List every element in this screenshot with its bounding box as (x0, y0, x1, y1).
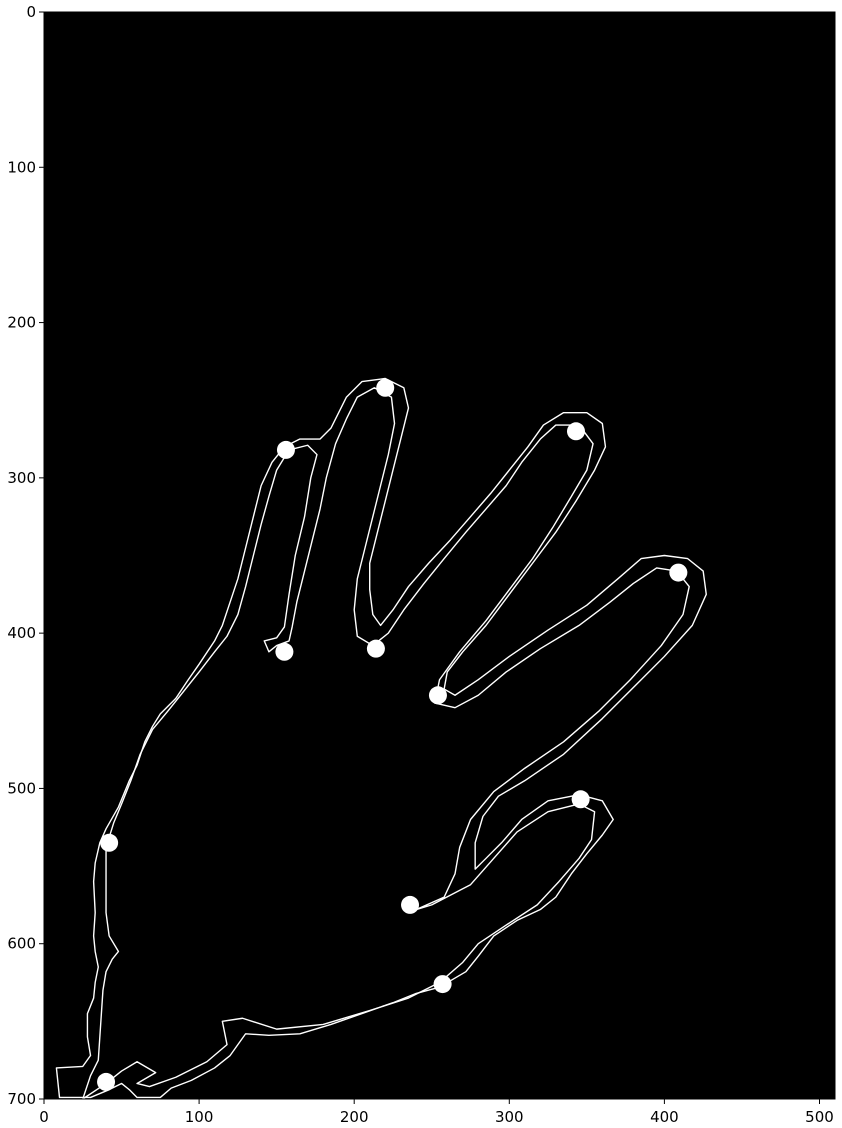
keypoint-marker-12 (97, 1072, 116, 1091)
x-tick-label: 300 (495, 1108, 524, 1126)
outer-hand-contour (55, 377, 707, 1099)
x-tick-label: 500 (805, 1108, 834, 1126)
y-tick-label: 0 (26, 3, 36, 21)
x-tick-label: 400 (650, 1108, 679, 1126)
y-tick-label: 500 (7, 779, 36, 797)
keypoint-marker-3 (566, 422, 585, 441)
y-tick-label: 400 (7, 624, 36, 642)
y-tick-label: 700 (7, 1090, 36, 1108)
keypoint-marker-10 (401, 895, 420, 914)
keypoint-marker-7 (428, 686, 447, 705)
hand-outline-group (55, 377, 707, 1100)
keypoint-marker-4 (669, 563, 688, 582)
y-tick-label: 100 (7, 158, 36, 176)
y-axis: 0 100 200 300 400 500 600 700 (7, 3, 44, 1108)
keypoint-marker-2 (276, 440, 295, 459)
keypoint-marker-9 (100, 833, 119, 852)
x-tick-label: 200 (340, 1108, 369, 1126)
x-tick-label: 0 (39, 1108, 49, 1126)
inner-hand-contour (82, 387, 690, 1100)
keypoint-marker-11 (433, 975, 452, 994)
y-tick-label: 200 (7, 314, 36, 332)
y-tick-label: 300 (7, 469, 36, 487)
keypoint-marker-8 (571, 790, 590, 809)
plot-area-background (44, 12, 835, 1099)
keypoint-marker-1 (376, 378, 395, 397)
keypoint-marker-6 (366, 639, 385, 658)
keypoint-marker-5 (275, 642, 294, 661)
keypoint-markers (97, 378, 688, 1091)
y-tick-label: 600 (7, 935, 36, 953)
x-tick-label: 100 (185, 1108, 214, 1126)
x-axis: 0 100 200 300 400 500 (39, 1099, 834, 1126)
plot-frame (43, 11, 836, 1100)
